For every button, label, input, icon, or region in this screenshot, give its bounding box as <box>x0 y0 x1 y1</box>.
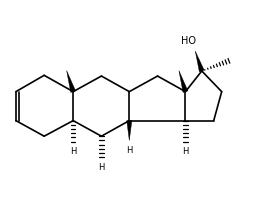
Text: H: H <box>70 146 76 155</box>
Polygon shape <box>178 71 187 93</box>
Polygon shape <box>195 52 203 73</box>
Text: H: H <box>126 146 132 154</box>
Text: HO: HO <box>181 35 196 45</box>
Polygon shape <box>126 121 131 141</box>
Text: H: H <box>182 146 188 155</box>
Polygon shape <box>66 71 75 93</box>
Text: H: H <box>98 162 104 171</box>
